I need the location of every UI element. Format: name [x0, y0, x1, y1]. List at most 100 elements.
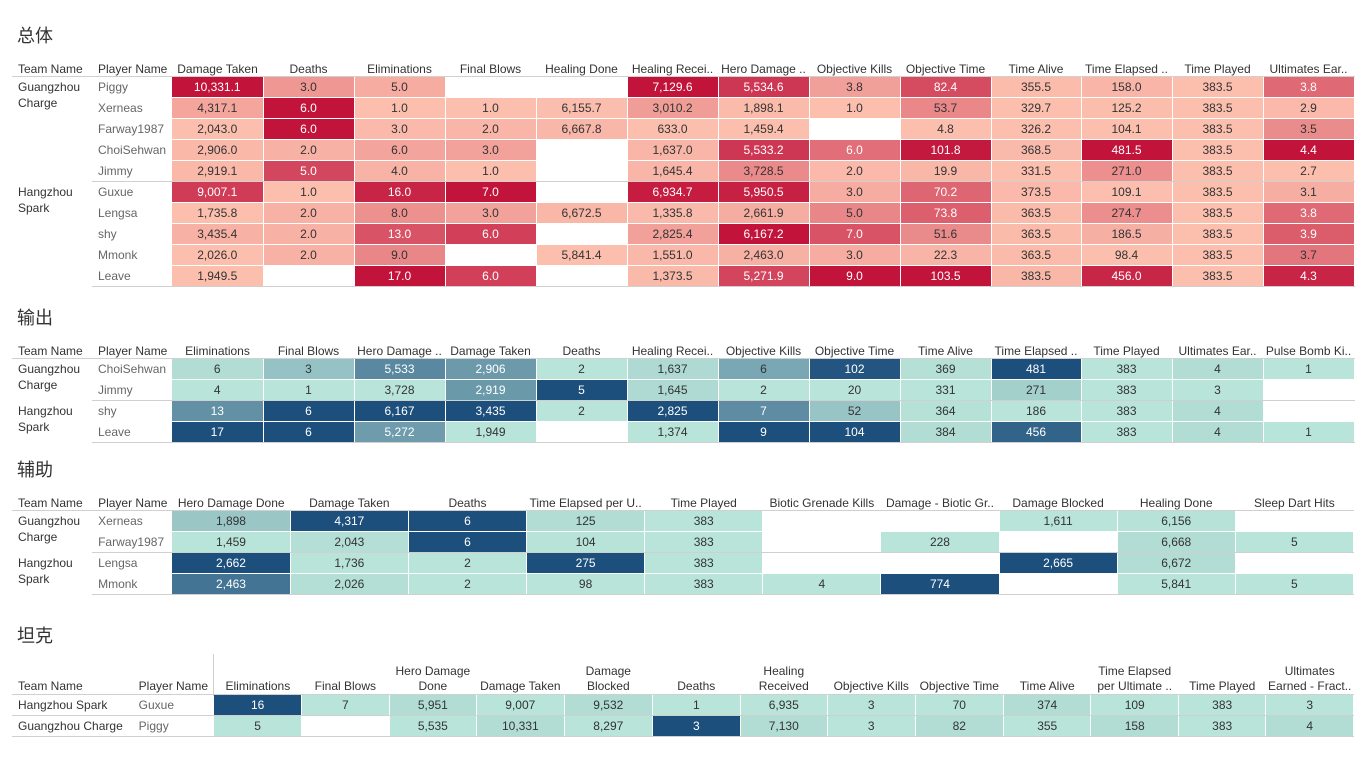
column-header[interactable]: Team Name: [12, 660, 133, 695]
value-cell: 271.0: [1081, 160, 1173, 182]
table-row[interactable]: Guangzhou Charge ChoiSehwan 6 3 5,533 2,906 2 1…: [12, 358, 1355, 401]
column-header[interactable]: Pulse Bomb Ki..: [1263, 338, 1354, 359]
column-header[interactable]: Time Elapsed per U..: [526, 490, 645, 511]
column-header[interactable]: Healing Done: [536, 56, 627, 77]
column-header[interactable]: Deaths: [536, 338, 627, 359]
column-header[interactable]: Damage Taken: [476, 660, 565, 695]
column-header[interactable]: Healing Recei..: [627, 338, 718, 359]
value-cell: 5,535: [389, 715, 478, 737]
value-cell: 4: [172, 379, 264, 401]
column-header[interactable]: Damage Blocked: [564, 660, 653, 695]
table-row[interactable]: Guangzhou Charge Xerneas 1,898 4,317 6 125 383…: [12, 510, 1355, 553]
column-header[interactable]: Final Blows: [263, 338, 354, 359]
table-row[interactable]: Farway1987 2,043.0 6.0 3.0 2.0 6,667.8 633.0 1,…: [12, 118, 1355, 140]
value-cell: 456: [991, 421, 1082, 443]
column-header[interactable]: Eliminations: [354, 56, 445, 77]
column-header[interactable]: Eliminations: [172, 338, 263, 359]
table-row[interactable]: Hangzhou Spark Guxue 9,007.1 1.0 16.0 7.0 6,93…: [12, 181, 1355, 287]
table-row[interactable]: Guangzhou Charge Piggy 10,331.1 3.0 5.0 7,129…: [12, 76, 1355, 182]
value-cell: 2: [536, 400, 628, 422]
table-row[interactable]: Leave 17 6 5,272 1,949 1,374 9 104 384 456 383 4 1: [12, 421, 1355, 443]
column-header[interactable]: Objective Kills: [809, 56, 900, 77]
column-header[interactable]: Time Elapsed ..: [991, 338, 1081, 359]
column-header[interactable]: Healing Recei..: [627, 56, 718, 77]
value-cell: 1,645.4: [627, 160, 719, 182]
column-header[interactable]: Team Name: [12, 56, 92, 77]
value-cell: 2.0: [263, 202, 355, 224]
column-header[interactable]: Time Elapsed per Ultimate ..: [1090, 660, 1179, 695]
player-name-cell: Guxue: [132, 694, 215, 716]
value-cell: 6.0: [809, 139, 901, 161]
column-header[interactable]: Time Played: [1081, 338, 1172, 359]
column-header[interactable]: Player Name: [92, 56, 172, 77]
column-header[interactable]: Time Played: [644, 490, 763, 511]
column-header[interactable]: Objective Kills: [718, 338, 809, 359]
column-header[interactable]: Ultimates Ear..: [1263, 56, 1354, 77]
table-row[interactable]: Jimmy 2,919.1 5.0 4.0 1.0 1,645.4 3,728.5 2.0 19…: [12, 160, 1355, 182]
column-header[interactable]: Hero Damage Done: [172, 490, 291, 511]
column-header[interactable]: Final Blows: [445, 56, 536, 77]
column-header[interactable]: Ultimates Earned - Fract..: [1265, 660, 1354, 695]
table-row[interactable]: Lengsa 1,735.8 2.0 8.0 3.0 6,672.5 1,335.8 2,66…: [12, 202, 1355, 224]
column-header[interactable]: Time Elapsed ..: [1081, 56, 1172, 77]
table-row[interactable]: Hangzhou Spark Lengsa 2,662 1,736 2 275 383 2,6…: [12, 552, 1355, 595]
column-header[interactable]: Time Alive: [1003, 660, 1091, 695]
column-header[interactable]: Hero Damage Done: [389, 660, 477, 695]
column-header[interactable]: Damage Taken: [445, 338, 536, 359]
column-header[interactable]: Deaths: [652, 660, 741, 695]
column-header[interactable]: Damage Blocked: [999, 490, 1118, 511]
column-header[interactable]: Time Played: [1178, 660, 1266, 695]
column-header[interactable]: Objective Kills: [827, 660, 915, 695]
table-row[interactable]: ChoiSehwan 2,906.0 2.0 6.0 3.0 1,637.0 5,533.2…: [12, 139, 1355, 161]
table-row[interactable]: Guangzhou Charge Piggy 5 5,535 10,331 8,297 3 7…: [12, 715, 1354, 737]
player-name-cell: Jimmy: [92, 379, 172, 401]
table-row[interactable]: Farway1987 1,459 2,043 6 104 383 228 6,668 5: [12, 531, 1355, 553]
column-header[interactable]: Time Alive: [900, 338, 991, 359]
table-row[interactable]: Hangzhou Spark Guxue 16 7 5,951 9,007 9,532 1 6,…: [12, 694, 1354, 716]
column-header[interactable]: Objective Time: [900, 56, 991, 77]
column-header[interactable]: Final Blows: [301, 660, 390, 695]
column-header[interactable]: Deaths: [408, 490, 527, 511]
table-row[interactable]: shy 3,435.4 2.0 13.0 6.0 2,825.4 6,167.2 7.0 51.…: [12, 223, 1355, 245]
column-header[interactable]: Sleep Dart Hits: [1235, 490, 1354, 511]
value-cell: [536, 265, 628, 287]
player-name-cell: Mmonk: [92, 244, 172, 266]
column-header[interactable]: Eliminations: [214, 660, 302, 695]
column-header[interactable]: Objective Time: [809, 338, 900, 359]
value-cell: 104.1: [1081, 118, 1173, 140]
table-row[interactable]: Mmonk 2,026.0 2.0 9.0 5,841.4 1,551.0 2,463.0 3…: [12, 244, 1355, 266]
value-cell: 5,950.5: [718, 181, 810, 203]
column-header[interactable]: Damage Taken: [290, 490, 409, 511]
table-row[interactable]: Xerneas 4,317.1 6.0 1.0 1.0 6,155.7 3,010.2 1,8…: [12, 97, 1355, 119]
value-cell: 7.0: [809, 223, 901, 245]
table-row[interactable]: Jimmy 4 1 3,728 2,919 5 1,645 2 20 331 271 383 3: [12, 379, 1355, 401]
value-cell: 3.7: [1263, 244, 1355, 266]
column-header[interactable]: Time Alive: [991, 56, 1081, 77]
column-header[interactable]: Objective Time: [915, 660, 1004, 695]
column-header[interactable]: Ultimates Ear..: [1172, 338, 1263, 359]
table-row[interactable]: Leave 1,949.5 17.0 6.0 1,373.5 5,271.9 9.0 103.…: [12, 265, 1355, 287]
value-cell: 355.5: [991, 76, 1082, 98]
column-header[interactable]: Time Played: [1172, 56, 1263, 77]
value-cell: 2,665: [999, 552, 1118, 574]
table-row[interactable]: Hangzhou Spark shy 13 6 6,167 3,435 2 2,825 7 52 3…: [12, 400, 1355, 443]
column-header[interactable]: Team Name: [12, 490, 93, 511]
value-cell: [999, 531, 1118, 553]
column-header[interactable]: Player Name: [132, 660, 215, 695]
column-header[interactable]: Player Name: [92, 490, 173, 511]
value-cell: 158.0: [1081, 76, 1173, 98]
table-row[interactable]: Mmonk 2,463 2,026 2 98 383 4 774 5,841 5: [12, 573, 1355, 595]
column-header[interactable]: Deaths: [263, 56, 354, 77]
column-header[interactable]: Damage Taken: [172, 56, 263, 77]
column-header[interactable]: Hero Damage ..: [718, 56, 809, 77]
column-header[interactable]: Player Name: [92, 338, 172, 359]
column-header[interactable]: Damage - Biotic Gr..: [880, 490, 1000, 511]
column-header[interactable]: Hero Damage ..: [354, 338, 445, 359]
value-cell: 6,672.5: [536, 202, 628, 224]
column-header[interactable]: Team Name: [12, 338, 92, 359]
column-header[interactable]: Biotic Grenade Kills: [762, 490, 881, 511]
value-cell: 481.5: [1081, 139, 1173, 161]
column-header[interactable]: Healing Received: [740, 660, 828, 695]
value-cell: 329.7: [991, 97, 1082, 119]
column-header[interactable]: Healing Done: [1117, 490, 1236, 511]
